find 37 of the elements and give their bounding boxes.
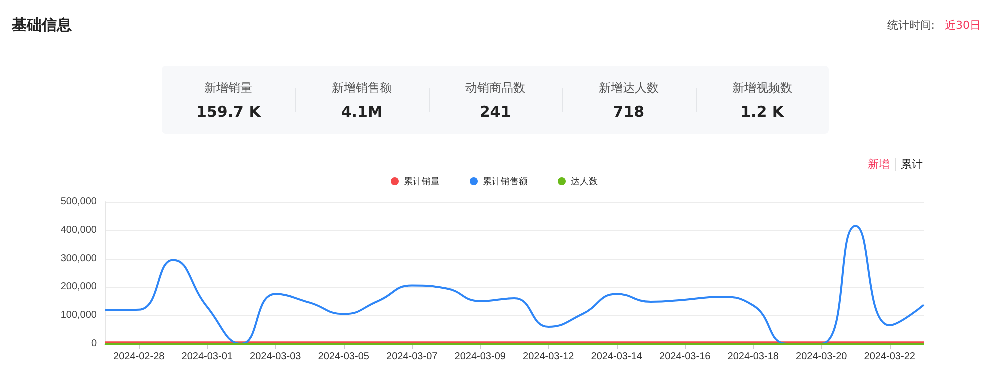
x-tick-label: 2024-03-20 — [796, 352, 848, 362]
text: 近30日 — [945, 19, 981, 32]
text: 新增 — [868, 158, 896, 171]
x-tick-label: 2024-03-22 — [864, 352, 916, 362]
x-tick-label: 2024-03-14 — [591, 352, 643, 362]
x-tick-label: 2024-03-07 — [386, 352, 438, 362]
text: 1.2 K — [740, 103, 786, 121]
text: 新增销售额 — [331, 80, 394, 97]
y-tick-label: 200,000 — [60, 282, 98, 293]
y-tick-label: 100,000 — [60, 310, 98, 322]
legend-label: 达人数 — [571, 176, 598, 186]
legend-label: 累计销售额 — [483, 176, 528, 186]
x-tick-label: 2024-03-18 — [728, 352, 780, 362]
text: 718 — [612, 103, 646, 121]
text: 4.1M — [340, 103, 384, 121]
line-series — [104, 225, 925, 345]
text: 累计 — [900, 158, 923, 171]
text: 241 — [478, 103, 512, 121]
x-tick-label: 2024-03-12 — [523, 352, 575, 362]
text: 新增视频数 — [731, 80, 794, 97]
y-tick-label: 300,000 — [60, 253, 98, 264]
chart-title: 基础信息 — [12, 16, 72, 35]
text: 统计时间: — [887, 19, 935, 32]
y-tick-label: 0 — [91, 338, 98, 350]
x-tick-label: 2024-03-16 — [660, 352, 712, 362]
y-tick-label: 400,000 — [60, 224, 98, 236]
x-tick-label: 2024-03-05 — [318, 352, 370, 362]
text: 动销商品数 — [464, 80, 527, 97]
x-tick-label: 2024-03-03 — [250, 352, 302, 362]
x-tick-label: 2024-03-09 — [454, 352, 506, 362]
text: 159.7 K — [196, 103, 262, 121]
x-tick-label: 2024-03-01 — [182, 352, 234, 362]
x-tick-label: 2024-02-28 — [114, 352, 166, 362]
legend-label: 累计销量 — [404, 176, 440, 186]
text: 新增达人数 — [598, 80, 660, 97]
text: 新增销量 — [204, 80, 254, 97]
y-tick-label: 500,000 — [60, 196, 98, 208]
